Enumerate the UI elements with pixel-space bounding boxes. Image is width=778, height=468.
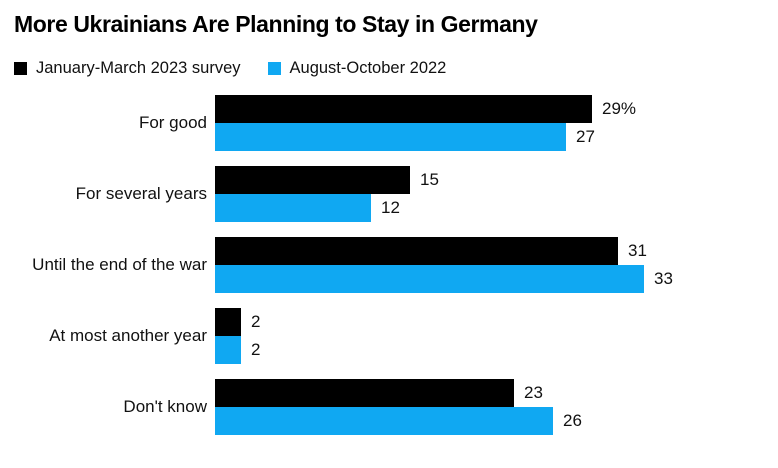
value-label: 29% bbox=[602, 99, 637, 118]
value-label: 15 bbox=[420, 170, 439, 189]
bar-pair: 31 33 bbox=[215, 237, 778, 293]
bar-row: 33 bbox=[215, 265, 778, 293]
category-label: At most another year bbox=[49, 325, 207, 345]
legend-label: August-October 2022 bbox=[289, 59, 447, 77]
legend-item-2023-survey: January-March 2023 survey bbox=[14, 59, 241, 78]
bar-row: 12 bbox=[215, 194, 778, 222]
value-label: 27 bbox=[576, 127, 595, 146]
legend-swatch-blue bbox=[267, 62, 281, 75]
bar-pair: 29% 27 bbox=[215, 95, 778, 151]
bar-segment bbox=[215, 123, 566, 151]
value-label: 26 bbox=[563, 411, 582, 430]
value-label: 12 bbox=[381, 198, 400, 217]
bar-row: 27 bbox=[215, 123, 778, 151]
bar-row: 15 bbox=[215, 166, 778, 194]
legend-swatch-black bbox=[14, 62, 27, 75]
category-label: Until the end of the war bbox=[32, 254, 207, 274]
bar-group: For good 29% 27 bbox=[0, 95, 778, 151]
bar-row: 29% bbox=[215, 95, 778, 123]
value-label: 31 bbox=[628, 241, 647, 260]
bar-segment bbox=[215, 308, 241, 336]
bar-group: Until the end of the war 31 33 bbox=[0, 237, 778, 293]
bar-segment bbox=[215, 265, 644, 293]
bar-segment bbox=[215, 336, 241, 364]
bar-group: For several years 15 12 bbox=[0, 166, 778, 222]
bar-pair: 15 12 bbox=[215, 166, 778, 222]
bar-row: 2 bbox=[215, 336, 778, 364]
bar-chart: For good 29% 27 For several years 15 12 Until … bbox=[0, 95, 778, 450]
bar-row: 26 bbox=[215, 407, 778, 435]
category-label: Don't know bbox=[123, 396, 207, 416]
category-label: For several years bbox=[75, 183, 207, 203]
category-label: For good bbox=[138, 112, 207, 132]
value-label: 23 bbox=[524, 383, 543, 402]
bar-segment bbox=[215, 407, 553, 435]
bar-group: Don't know 23 26 bbox=[0, 379, 778, 435]
chart-title: More Ukrainians Are Planning to Stay in … bbox=[14, 11, 538, 37]
bar-row: 31 bbox=[215, 237, 778, 265]
bar-segment bbox=[215, 95, 592, 123]
legend-label: January-March 2023 survey bbox=[36, 59, 241, 77]
bar-segment bbox=[215, 194, 371, 222]
chart-legend: January-March 2023 survey August-October… bbox=[14, 59, 446, 78]
bar-segment bbox=[215, 166, 410, 194]
bar-pair: 23 26 bbox=[215, 379, 778, 435]
value-label: 2 bbox=[251, 312, 261, 331]
bar-group: At most another year 2 2 bbox=[0, 308, 778, 364]
value-label: 2 bbox=[251, 340, 261, 359]
value-label: 33 bbox=[654, 269, 673, 288]
bar-segment bbox=[215, 237, 618, 265]
bar-row: 23 bbox=[215, 379, 778, 407]
bar-row: 2 bbox=[215, 308, 778, 336]
bar-segment bbox=[215, 379, 514, 407]
legend-item-2022-survey: August-October 2022 bbox=[267, 59, 447, 78]
